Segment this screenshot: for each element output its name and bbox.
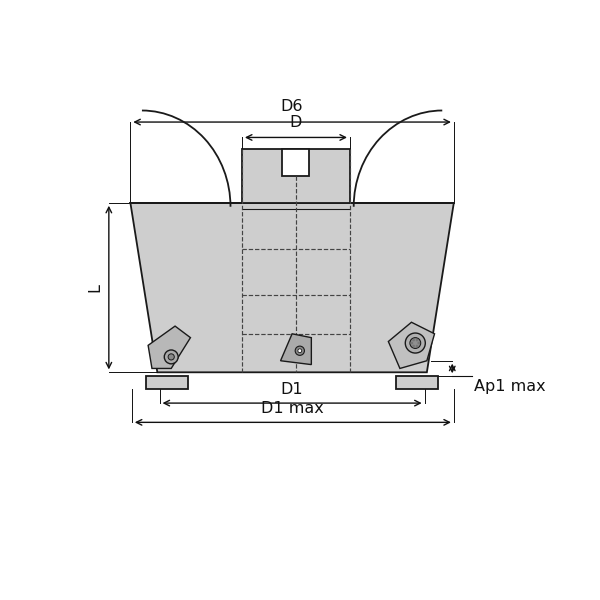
Circle shape <box>416 338 418 341</box>
Polygon shape <box>396 376 439 389</box>
Circle shape <box>405 333 425 353</box>
Circle shape <box>412 344 415 347</box>
Polygon shape <box>283 149 310 176</box>
Polygon shape <box>130 149 454 203</box>
Text: D1 max: D1 max <box>262 401 324 416</box>
Text: D: D <box>290 115 302 130</box>
Polygon shape <box>148 326 190 368</box>
Circle shape <box>164 350 178 364</box>
Circle shape <box>416 344 418 347</box>
Circle shape <box>295 346 304 355</box>
Text: Ap1 max: Ap1 max <box>474 379 545 394</box>
Circle shape <box>412 338 415 341</box>
Text: D6: D6 <box>281 100 304 115</box>
Polygon shape <box>281 334 311 365</box>
Text: D1: D1 <box>281 382 304 397</box>
Polygon shape <box>146 376 188 389</box>
Circle shape <box>418 341 420 344</box>
Text: L: L <box>88 283 103 292</box>
Polygon shape <box>130 203 454 372</box>
Circle shape <box>298 349 302 353</box>
Circle shape <box>410 338 421 349</box>
Polygon shape <box>388 322 434 368</box>
Circle shape <box>410 341 413 344</box>
Circle shape <box>168 354 174 360</box>
